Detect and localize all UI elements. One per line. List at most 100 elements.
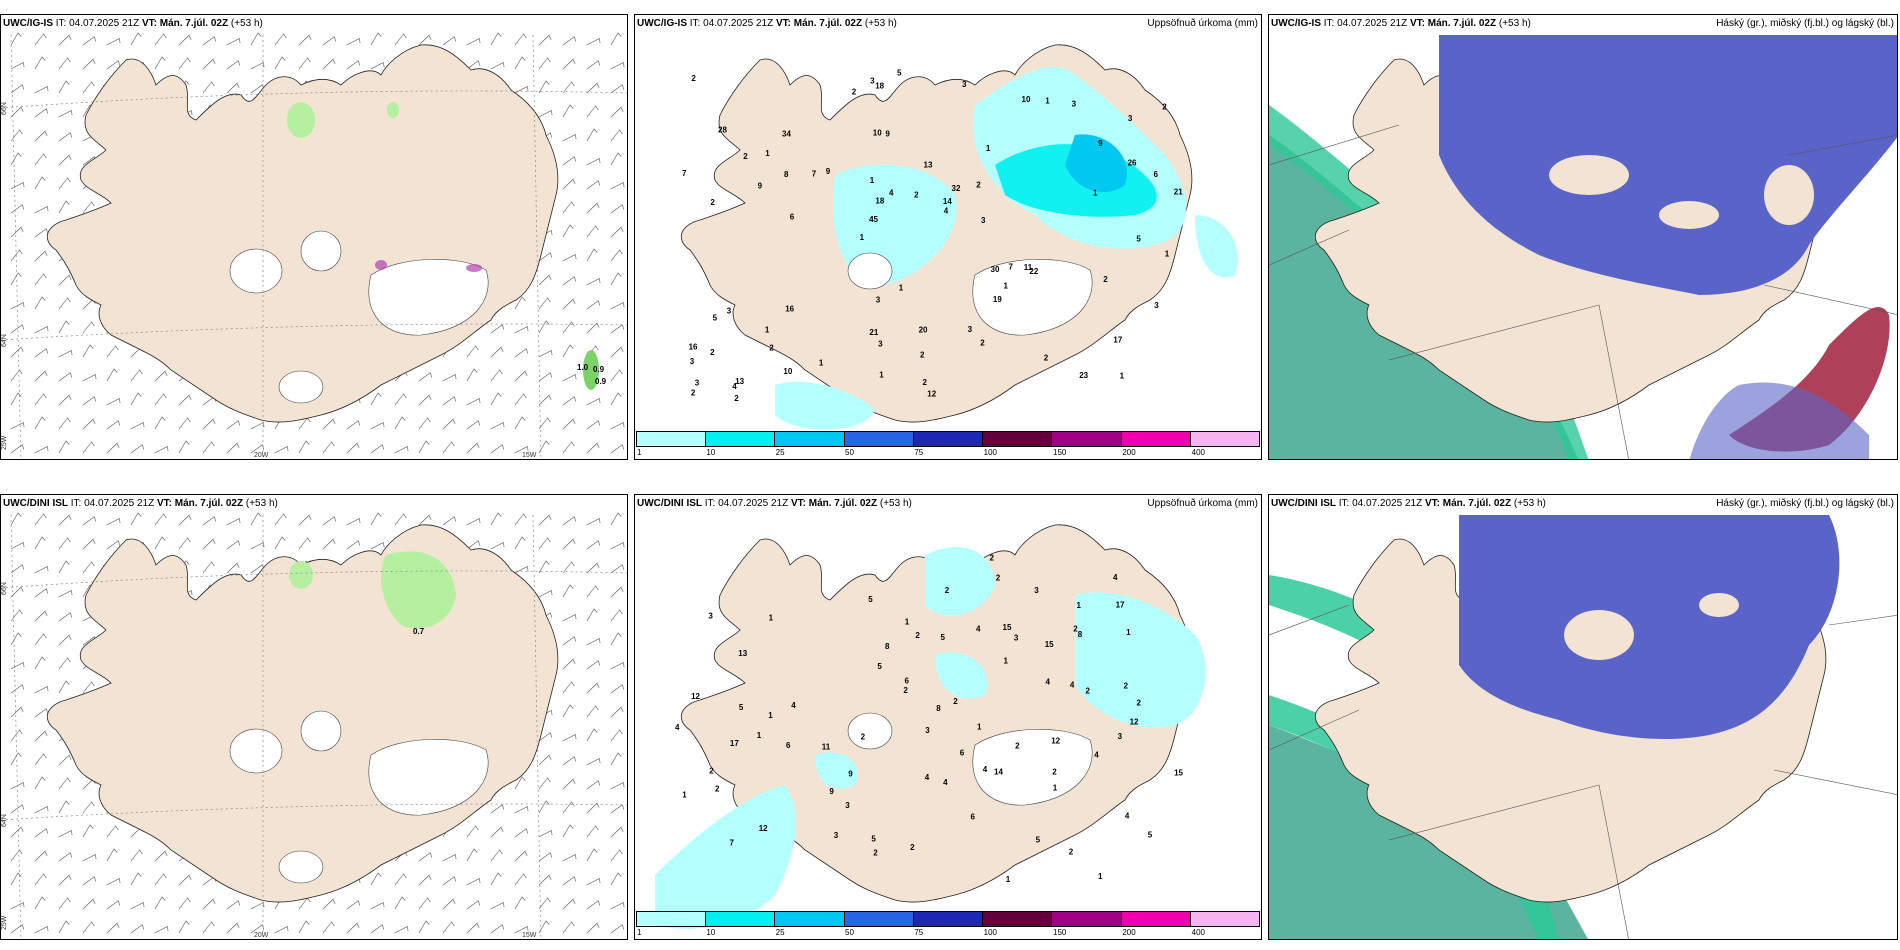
precip-value: 2 — [852, 88, 857, 97]
lon-label-20w: 20W — [254, 932, 269, 939]
wind-barb — [538, 537, 551, 550]
wind-barb — [58, 417, 71, 430]
legend-swatch — [775, 432, 845, 446]
wind-barb — [10, 444, 25, 454]
precip-value: 6 — [905, 677, 910, 686]
precip-legend: 1 10 25 50 75 100 150 200 400 — [635, 431, 1261, 459]
wind-barb — [226, 82, 240, 94]
precip-value: 2 — [945, 586, 950, 595]
legend-swatch — [1190, 432, 1259, 446]
wind-barb — [298, 537, 311, 550]
wind-barb — [34, 805, 49, 814]
panel-cloud-ig: UWC/IG-IS IT: 04.07.2025 21Z VT: Mán. 7.… — [1268, 14, 1898, 460]
wind-barb — [106, 900, 121, 910]
wind-barb — [10, 129, 23, 142]
wind-barb — [562, 418, 576, 430]
wind-barb — [586, 637, 601, 646]
precip-value: 5 — [1148, 830, 1153, 839]
wind-barb — [586, 300, 601, 310]
wind-barb — [418, 852, 433, 862]
panel-wind-ig: UWC/IG-IS IT: 04.07.2025 21Z VT: Mán. 7.… — [0, 14, 628, 460]
precip-value: 9 — [829, 787, 834, 796]
wind-barb — [82, 876, 97, 886]
wind-barb — [10, 369, 23, 382]
precip-value: 8 — [784, 170, 789, 179]
wind-barb — [226, 540, 241, 550]
wind-barb — [58, 274, 72, 286]
precip-value: 9 — [826, 167, 831, 176]
precip-value: 4 — [675, 723, 680, 732]
precip-value: 1 — [1045, 97, 1050, 106]
precip-value: 2 — [910, 843, 915, 852]
wind-barb — [466, 825, 479, 838]
wind-barb — [58, 109, 73, 118]
wind-barb — [562, 561, 575, 574]
wind-barb — [34, 873, 47, 886]
wind-barb — [34, 205, 49, 214]
precip-value-labels: 1231113101339329322228182130264521183410… — [682, 69, 1183, 403]
wind-barb — [490, 849, 503, 862]
precip-value: 11 — [822, 742, 831, 751]
wind-barb — [250, 924, 265, 934]
wind-barb — [610, 129, 623, 142]
precip-value: 1 — [768, 711, 773, 720]
wind-barb — [610, 324, 625, 334]
precip-value: 1 — [757, 731, 762, 740]
wind-barb — [538, 754, 552, 766]
precip-value: 7 — [682, 169, 687, 178]
wind-barb — [34, 536, 46, 550]
precip-value: 1 — [905, 618, 910, 627]
wind-barb — [34, 250, 48, 262]
wind-barb — [586, 248, 598, 262]
precip-value: 4 — [1113, 573, 1118, 582]
panel-precip-dini: UWC/DINI ISL IT: 04.07.2025 21Z VT: Mán.… — [634, 494, 1262, 940]
precip-value: 17 — [1113, 335, 1122, 344]
legend-swatch — [844, 912, 914, 926]
wind-barb — [370, 512, 382, 526]
wind-barb — [226, 60, 241, 70]
wind-barb — [58, 874, 72, 886]
wind-barb — [10, 706, 24, 718]
precip-value: 3 — [1128, 114, 1133, 123]
wind-barb — [298, 920, 310, 934]
precip-areas — [775, 66, 1238, 430]
wind-barb — [346, 900, 361, 910]
wind-barb — [442, 373, 457, 382]
wind-barb — [490, 872, 502, 886]
value-label: 0.9 — [595, 377, 607, 386]
wind-barb — [274, 925, 289, 934]
wind-barb — [226, 922, 240, 934]
precip-value: 2 — [920, 351, 925, 360]
wind-barb — [490, 924, 505, 934]
legend-tick-label: 150 — [1053, 448, 1067, 457]
wind-barb — [610, 181, 625, 190]
wind-barb — [106, 420, 121, 430]
wind-barb — [538, 372, 553, 382]
wind-barb — [370, 872, 382, 886]
precip-value: 3 — [1154, 301, 1159, 310]
precip-value: 8 — [1078, 630, 1083, 639]
wind-barb — [34, 445, 49, 454]
wind-barb — [58, 589, 73, 598]
precip-value: 21 — [869, 328, 878, 337]
wind-barb — [34, 588, 49, 598]
precip-value: 3 — [1072, 100, 1077, 109]
precip-value: 14 — [994, 768, 1003, 777]
wind-barb — [10, 924, 25, 934]
wind-barb — [586, 322, 600, 334]
legend-tick-label: 100 — [983, 448, 998, 457]
wind-barb — [10, 564, 25, 574]
wind-barb — [586, 802, 600, 814]
wind-barb — [586, 420, 601, 430]
wind-barb — [10, 661, 25, 670]
precip-value: 2 — [1073, 624, 1078, 633]
legend-tick-label: 75 — [914, 448, 924, 457]
precip-map-ig: 1231113101339329322228182130264521183410… — [680, 44, 1238, 430]
wind-barb — [466, 345, 479, 358]
wind-barb — [610, 541, 625, 550]
wind-barb — [586, 780, 601, 790]
wind-barb — [154, 33, 167, 46]
wind-barb — [346, 60, 361, 70]
precip-value: 2 — [923, 378, 928, 387]
wind-barb — [58, 612, 73, 622]
